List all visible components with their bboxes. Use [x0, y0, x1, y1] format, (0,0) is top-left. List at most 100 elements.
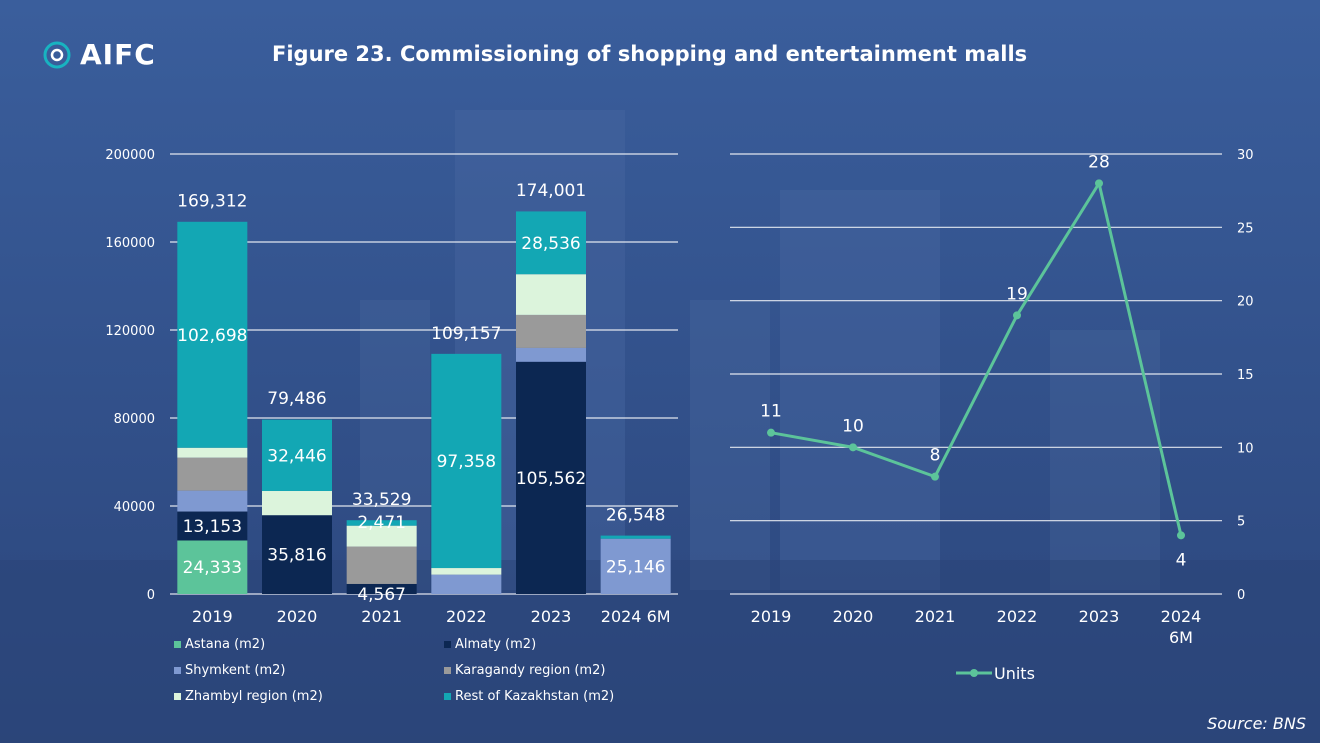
units-data-label: 19	[1006, 284, 1028, 304]
legend-swatch	[444, 693, 451, 700]
bar-xtick-label: 2024 6M	[601, 607, 671, 626]
bar-ytick-label: 80000	[114, 412, 155, 427]
bar-segment-label: 4,567	[357, 585, 406, 605]
bar-total-label: 26,548	[606, 506, 665, 526]
bar-segment-shymkent	[600, 538, 671, 594]
bar-segment-label: 28,536	[521, 234, 580, 254]
units-point	[931, 472, 939, 481]
line-xtick-label: 2020	[833, 607, 874, 626]
bar-segment-label: 97,358	[437, 452, 496, 472]
bar-total-label: 174,001	[516, 181, 586, 201]
legend-label: Almaty (m2)	[455, 637, 537, 652]
bar-ytick-label: 160000	[105, 236, 155, 251]
legend-label: Zhambyl region (m2)	[185, 689, 323, 704]
bar-segment-almaty	[516, 361, 586, 594]
bar-total-label: 33,529	[352, 490, 411, 510]
legend-swatch	[174, 641, 181, 648]
legend-swatch	[444, 667, 451, 674]
bar-segment-rest	[177, 221, 248, 448]
bar-segment-label: 13,153	[183, 517, 242, 537]
bar-total-label: 79,486	[267, 389, 326, 409]
bar-segment-zhambyl	[431, 568, 502, 575]
line-xtick-label: 2023	[1079, 607, 1120, 626]
line-ytick-label: 15	[1237, 368, 1254, 383]
bar-segment-rest	[516, 211, 586, 275]
bar-segment-rest	[600, 535, 671, 539]
line-ytick-label: 25	[1237, 221, 1254, 236]
legend-item-astana: Astana (m2)	[174, 637, 265, 652]
legend-label: Shymkent (m2)	[185, 663, 286, 678]
bar-ytick-label: 120000	[105, 324, 155, 339]
line-ytick-label: 5	[1237, 515, 1245, 530]
bar-segment-almaty	[177, 511, 248, 541]
bar-ytick-label: 40000	[114, 500, 155, 515]
units-point	[1177, 531, 1185, 540]
bar-segment-label: 102,698	[177, 326, 247, 346]
bar-segment-label: 24,333	[183, 558, 242, 578]
units-data-label: 28	[1088, 152, 1110, 172]
aifc-logo: AIFC	[42, 38, 156, 71]
line-xtick-label: 2019	[751, 607, 792, 626]
bar-xtick-label: 2019	[192, 607, 233, 626]
aifc-logo-icon	[43, 41, 71, 68]
line-ytick-label: 30	[1237, 148, 1254, 163]
line-ytick-label: 0	[1237, 588, 1245, 603]
bar-segment-zhambyl	[346, 525, 417, 547]
line-xtick-label: 2024	[1161, 607, 1202, 626]
bar-segment-zhambyl	[177, 447, 248, 458]
bar-total-label: 169,312	[177, 192, 247, 212]
line-xtick-label: 2022	[997, 607, 1038, 626]
units-data-label: 11	[760, 402, 782, 422]
line-xtick-label-2: 6M	[1169, 628, 1193, 647]
bar-segment-karagandy	[516, 314, 586, 348]
legend-units-label: Units	[994, 664, 1035, 683]
units-line	[770, 179, 1183, 536]
bar-segment-almaty	[262, 515, 332, 594]
units-point	[1013, 311, 1021, 320]
source-note: Source: BNS	[1207, 714, 1306, 733]
units-point	[1095, 179, 1103, 188]
bar-segment-shymkent	[177, 490, 248, 512]
bar-segment-almaty	[346, 583, 417, 594]
bar-segment-label: 2,471	[357, 513, 406, 533]
aifc-logo-text: AIFC	[80, 38, 156, 71]
legend-item-almaty: Almaty (m2)	[444, 637, 536, 652]
bar-segment-label: 25,146	[606, 557, 665, 577]
bar-segment-shymkent	[516, 347, 586, 362]
bar-total-label: 109,157	[431, 324, 501, 344]
bar-segment-shymkent	[431, 574, 502, 594]
line-ytick-label: 20	[1237, 295, 1254, 310]
bar-segment-karagandy	[177, 457, 248, 491]
bar-segment-label: 35,816	[267, 546, 326, 566]
legend-label: Astana (m2)	[185, 637, 266, 652]
units-data-label: 10	[842, 416, 864, 436]
line-xtick-label: 2021	[915, 607, 956, 626]
bar-ytick-label: 200000	[105, 148, 155, 163]
legend-label: Rest of Kazakhstan (m2)	[455, 689, 615, 704]
legend-units-marker	[970, 669, 978, 677]
legend-item-zhambyl: Zhambyl region (m2)	[174, 689, 323, 704]
legend-swatch	[174, 667, 181, 674]
bar-segment-rest	[346, 520, 417, 526]
units-data-label: 4	[1176, 550, 1187, 570]
legend-item-karagandy: Karagandy region (m2)	[444, 663, 605, 678]
bar-xtick-label: 2020	[277, 607, 318, 626]
bar-segment-rest	[262, 419, 332, 492]
units-point	[767, 428, 775, 437]
bar-xtick-label: 2021	[361, 607, 402, 626]
bar-xtick-label: 2023	[531, 607, 572, 626]
bar-segment-astana	[177, 540, 248, 594]
figure-title: Figure 23. Commissioning of shopping and…	[272, 42, 1028, 66]
bar-segment-label: 32,446	[267, 446, 326, 466]
units-point	[849, 443, 857, 452]
bar-ytick-label: 0	[147, 588, 155, 603]
bar-segment-zhambyl	[516, 274, 586, 315]
bar-segment-label: 105,562	[516, 469, 586, 489]
bar-xtick-label: 2022	[446, 607, 487, 626]
line-ytick-label: 10	[1237, 441, 1254, 456]
bar-segment-rest	[431, 353, 502, 569]
legend-swatch	[444, 641, 451, 648]
units-data-label: 8	[930, 446, 941, 466]
legend-label: Karagandy region (m2)	[455, 663, 606, 678]
